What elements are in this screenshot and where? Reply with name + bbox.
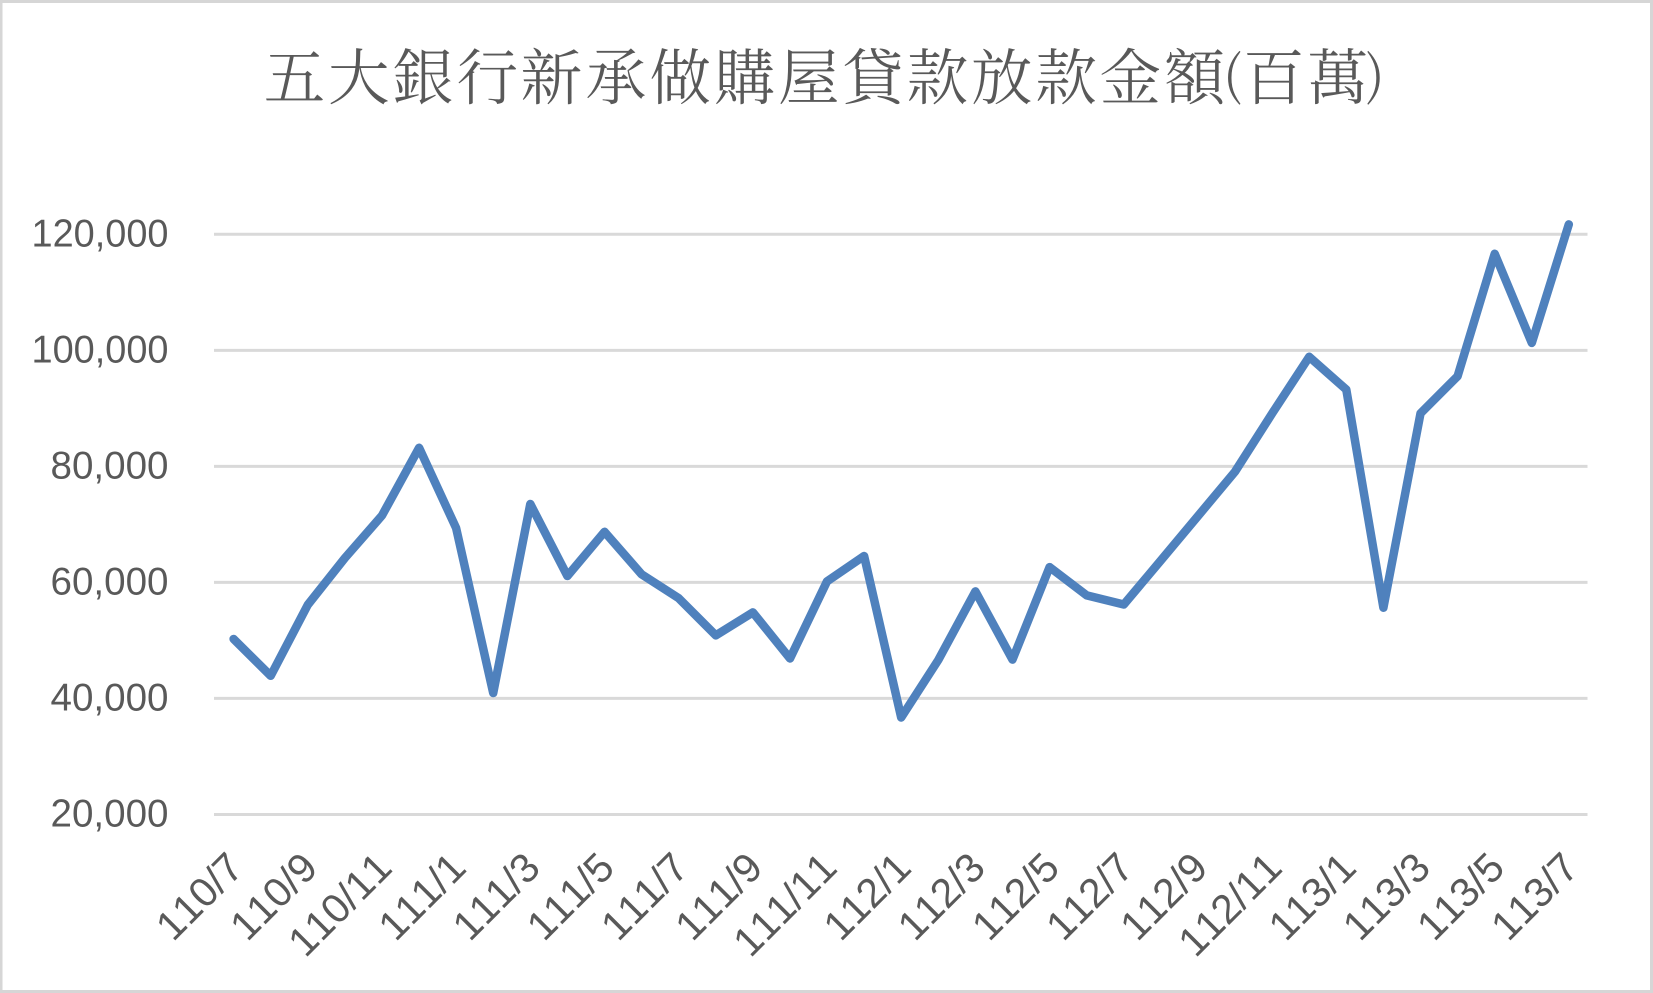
svg-text:60,000: 60,000 xyxy=(51,560,169,603)
svg-text:20,000: 20,000 xyxy=(51,793,169,836)
svg-text:100,000: 100,000 xyxy=(32,328,169,371)
svg-text:120,000: 120,000 xyxy=(32,212,169,255)
svg-text:40,000: 40,000 xyxy=(51,676,169,719)
svg-text:80,000: 80,000 xyxy=(51,444,169,487)
